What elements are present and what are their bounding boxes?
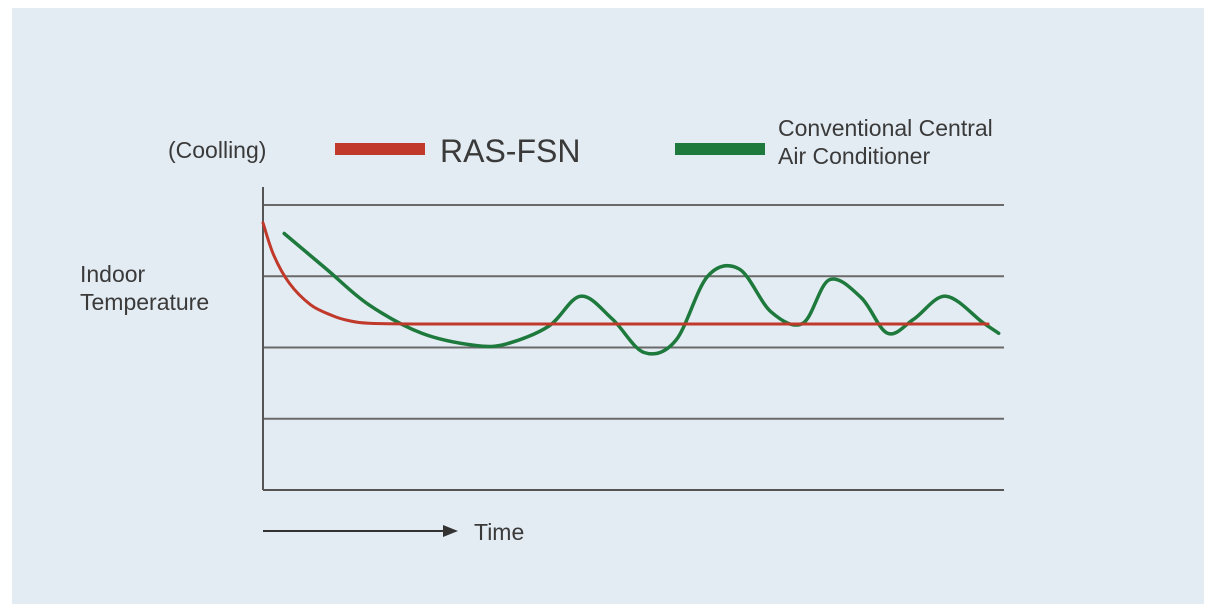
series-layer — [261, 221, 1001, 356]
chart-panel — [12, 8, 1204, 604]
legend-label-line: Conventional Central — [778, 115, 993, 141]
y-axis-label-line: Temperature — [80, 289, 209, 315]
y-axis-label-line: Indoor — [80, 261, 146, 287]
legend-label-ras-fsn: RAS-FSN — [440, 133, 580, 169]
legend-label-line: RAS-FSN — [440, 133, 580, 169]
legend-label-conventional: Conventional Central Air Conditioner — [778, 115, 993, 169]
mode-label: (Coolling) — [168, 137, 266, 163]
legend-swatch-ras-fsn — [335, 143, 425, 155]
time-arrow-head — [443, 525, 458, 537]
legend-swatch-conventional — [675, 143, 765, 155]
y-axis-label: Indoor Temperature — [80, 261, 209, 315]
legend-label-line: Air Conditioner — [778, 143, 930, 169]
gridlines — [263, 204, 1004, 420]
series-line-conventional — [282, 231, 1001, 356]
x-axis-label: Time — [474, 519, 524, 545]
series-line-ras-fsn — [261, 221, 990, 326]
